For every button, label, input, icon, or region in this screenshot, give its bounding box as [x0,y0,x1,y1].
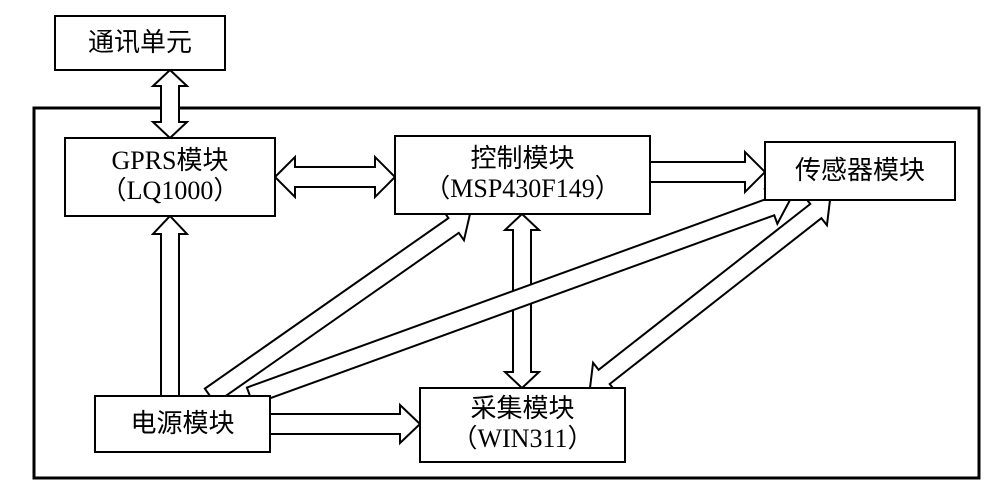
diagram-canvas: 通讯单元 GPRS模块（LQ1000） 控制模块（MSP430F149） 传感器模块电… [0,0,1000,502]
node-sensor: 传感器模块 [765,142,955,200]
node-collect-label1: 采集模块 [470,394,574,423]
node-gprs-label1: GPRS模块 [111,146,228,175]
node-collect-label2: （WIN311） [451,424,593,453]
node-collect: 采集模块（WIN311） [420,388,625,462]
node-control-label1: 控制模块 [470,144,574,173]
arrow-gprs_control [275,157,395,197]
node-sensor-label1: 传感器模块 [795,156,925,185]
arrow-comm_gprs [153,70,187,138]
arrow-power_collect [270,405,420,443]
node-power-label1: 电源模块 [130,409,234,438]
node-control-label2: （MSP430F149） [424,174,621,203]
node-gprs: GPRS模块（LQ1000） [65,138,275,216]
node-comm: 通讯单元 [55,16,225,70]
node-power: 电源模块 [95,396,270,452]
node-control: 控制模块（MSP430F149） [395,136,650,214]
node-comm-label1: 通讯单元 [88,28,192,57]
arrow-control_sensor [650,152,765,192]
node-gprs-label2: （LQ1000） [101,176,240,205]
arrow-power_gprs [153,216,187,396]
